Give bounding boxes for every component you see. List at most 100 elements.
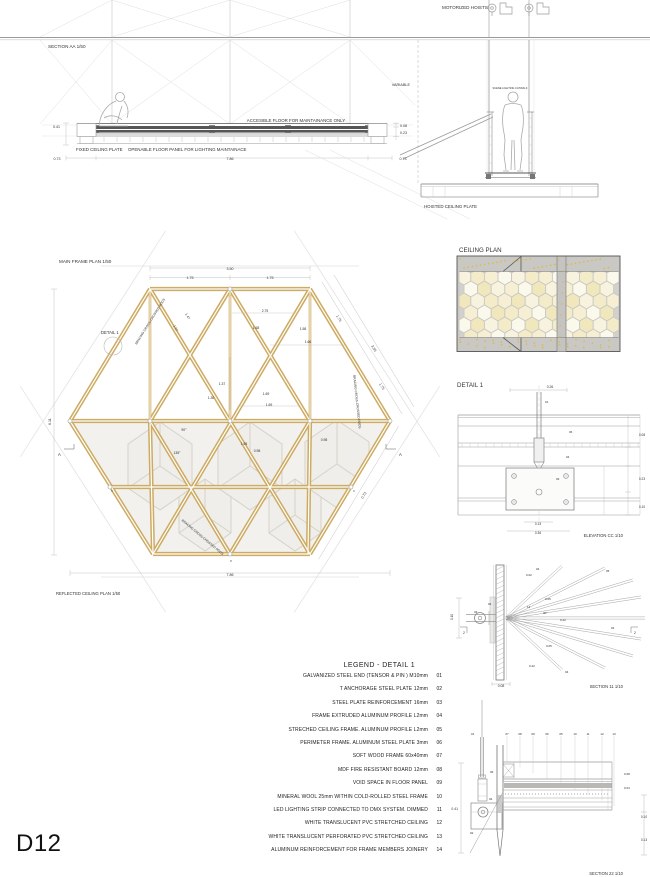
standing-person-figure [502, 91, 524, 172]
drawing-line [506, 566, 563, 619]
legend-item-number: 13 [436, 833, 442, 840]
legend-item-text: VOID SPACE IN FLOOR PANEL [352, 780, 428, 787]
annotation-label: 04 [474, 610, 478, 614]
drawing-line [505, 618, 605, 670]
drawing-line [309, 288, 391, 422]
annotation-label: 1.75 [378, 382, 385, 390]
drawing-line [505, 565, 562, 618]
drawing-line [495, 637, 505, 643]
speckle-dot [459, 257, 461, 260]
annotation-label: 30° [543, 611, 548, 615]
legend-item-text: MDF FIRE RESISTANT BOARD 12mm [338, 766, 428, 773]
annotation-label: VARIABLE [392, 83, 411, 87]
floor-panel-gap [96, 129, 368, 130]
speckle-dot [492, 342, 495, 344]
drawing-line [39, 39, 113, 125]
drawing-line [178, 514, 206, 534]
drawing-line [495, 671, 505, 676]
detail-1-callout-circle [103, 336, 123, 356]
legend-item-text: T ANCHORAGE STEEL PLATE 12mm [339, 686, 428, 693]
drawing-line [495, 565, 505, 571]
annotation-label: A [58, 452, 61, 457]
annotation-label: OPENABLE FLOOR PANEL FOR LIGHTING MAINTA… [128, 147, 247, 152]
legend-item: STRECHED CEILING FRAME. ALUMINUM PROFILE… [150, 727, 442, 740]
drawing-line [495, 628, 505, 633]
drawing-line [506, 616, 606, 668]
edge-taper [496, 829, 504, 857]
speckle-dot [595, 259, 597, 261]
drawing-line [318, 426, 399, 560]
annotation-label: DETAIL 1 [457, 382, 484, 389]
drawing-line [495, 618, 505, 623]
speckle-dot [603, 267, 606, 270]
speckle-dot [459, 338, 461, 341]
legend-item: FRAME EXTRUDED ALUMINUM PROFILE L2mm 04 [150, 713, 442, 726]
annotation-label: SECTION AA 1/50 [48, 44, 86, 49]
drawing-line [495, 604, 505, 609]
legend-item-number: 09 [436, 780, 442, 787]
speckle-dot [537, 266, 540, 269]
annotation-label: 1.58 [300, 327, 307, 331]
legend-item: GALVANIZED STEEL END (TENSOR & PIN ) M10… [150, 673, 442, 686]
speckle-dot [567, 345, 569, 348]
speckle-dot [492, 262, 494, 264]
annotation-label: 6.11 [48, 418, 52, 425]
section-aa-drawing [0, 0, 650, 220]
annotation-label: DETAIL 1 [101, 330, 119, 335]
annotation-label: MAIN FRAME PLAN 1/50 [59, 259, 112, 264]
mineral-wool-band [504, 783, 612, 788]
speckle-dot [467, 343, 470, 345]
annotation-label: 0.73 [360, 491, 367, 499]
annotation-label: SECTION 11 1/10 [590, 684, 624, 689]
annotation-label: 1.07 [172, 324, 179, 332]
annotation-label: 1.68 [253, 326, 260, 330]
drawing-line [19, 385, 44, 422]
drawing-line [505, 578, 633, 618]
drawing-line [229, 288, 311, 422]
drawing-line [149, 420, 231, 555]
ceiling-plan-labels: CEILING PLAN [459, 247, 502, 254]
drawing-line [19, 421, 44, 458]
speckle-dot [509, 345, 511, 348]
annotation-label: 02 [488, 602, 492, 606]
section-aa-linework [0, 0, 650, 220]
speckle-dot [484, 346, 486, 349]
drawing-line [495, 633, 505, 638]
drawing-line [505, 618, 562, 671]
annotation-label: 0.73 [54, 157, 61, 161]
speckle-dot [517, 338, 519, 341]
speckle-dot [574, 345, 577, 347]
section-22-drawing [458, 700, 647, 857]
speckle-dot [591, 342, 594, 344]
drawing-line [506, 616, 634, 656]
legend-item-number: 11 [436, 806, 442, 813]
speckle-dot [558, 341, 561, 344]
speckle-dot [559, 325, 561, 327]
drawing-line [506, 616, 642, 639]
section-11-labels: 04 05 0.02 0.05 14 30° 0.22 04 0.05 0.22 04 02 04 0.1… [450, 567, 636, 689]
drawing-line [495, 594, 505, 599]
annotation-label: 90° [181, 428, 187, 432]
edge-block-right [367, 123, 388, 137]
speckle-dot [578, 261, 581, 264]
speckle-dot [600, 346, 602, 349]
drawing-line [502, 256, 522, 272]
sheet-number: D12 [16, 830, 62, 857]
annotation-label: 0.10 [639, 505, 645, 509]
annotation-label: 04 [611, 626, 615, 630]
speckle-dot [500, 341, 503, 344]
legend-item-text: WHITE TRANSLUCENT PERFORATED PVC STRETCH… [268, 833, 428, 840]
annotation-label: 05 [559, 732, 563, 736]
annotation-label: SECTION 22 1/10 [589, 871, 623, 876]
speckle-dot [496, 261, 498, 264]
annotation-label: 0.22 [560, 618, 566, 622]
speckle-dot [561, 303, 563, 305]
rod-end [474, 612, 486, 624]
tensor-cylinder [533, 437, 545, 463]
speckle-dot [583, 261, 585, 263]
catwalk-wheel [486, 174, 491, 179]
gold-frame-members [67, 286, 393, 557]
annotation-label: 6 [353, 489, 355, 493]
annotation-label: 0.05 [545, 597, 551, 601]
drawing-line [399, 113, 492, 156]
